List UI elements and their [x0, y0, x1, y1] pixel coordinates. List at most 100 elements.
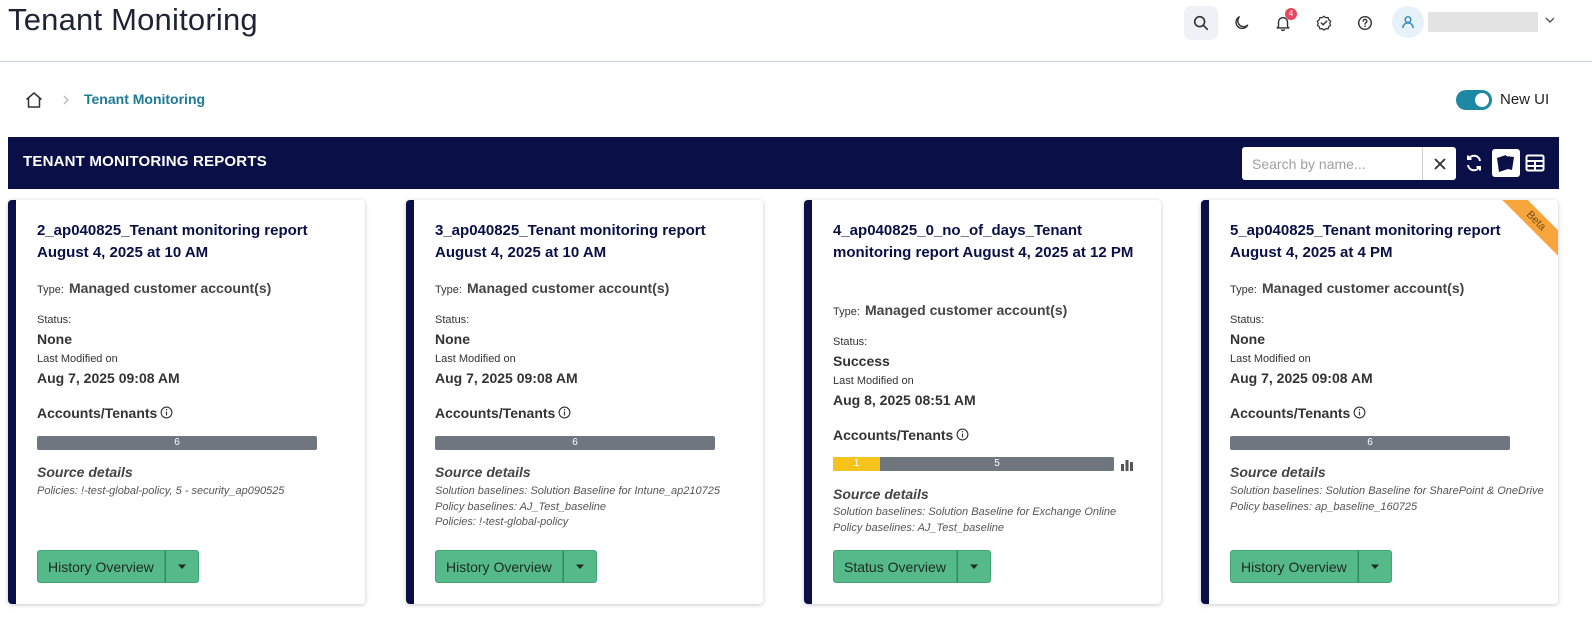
table-icon	[1525, 154, 1545, 172]
bar-segment-none[interactable]: 6	[37, 436, 317, 450]
info-icon[interactable]	[1353, 406, 1366, 419]
breadcrumb-current[interactable]: Tenant Monitoring	[84, 91, 206, 107]
card-view-button[interactable]	[1492, 149, 1520, 177]
bar-segment-none[interactable]: 6	[1230, 436, 1510, 450]
info-icon[interactable]	[160, 406, 173, 419]
source-details: Policies: !-test-global-policy, 5 - secu…	[37, 484, 357, 500]
new-ui-label: New UI	[1500, 91, 1550, 108]
search-input[interactable]	[1242, 147, 1422, 180]
bar-chart-icon[interactable]	[1120, 458, 1134, 472]
source-line: Policies: !-test-global-policy	[435, 516, 569, 528]
user-icon	[1402, 16, 1414, 29]
source-line: Policy baselines: ap_baseline_160725	[1230, 500, 1418, 513]
accounts-heading: Accounts/Tenants	[1230, 403, 1366, 422]
report-card[interactable]: 3_ap040825_Tenant monitoring report Augu…	[406, 200, 763, 604]
overview-dropdown-button[interactable]	[956, 550, 991, 583]
accounts-bar[interactable]: 1 5	[833, 457, 1114, 471]
accounts-bar[interactable]: 6	[37, 436, 317, 450]
bar-segment-none[interactable]: 6	[435, 436, 715, 450]
chevron-down-icon[interactable]	[1544, 14, 1556, 26]
type-value: Managed customer account(s)	[865, 302, 1068, 318]
caret-down-icon	[575, 564, 584, 569]
status-label: Status:	[435, 314, 470, 326]
status-label: Status:	[833, 336, 868, 348]
source-line: Policies: !-test-global-policy, 5 - secu…	[37, 485, 285, 497]
accounts-bar[interactable]: 6	[1230, 436, 1510, 450]
refresh-icon	[1467, 154, 1481, 172]
report-type: Type: Managed customer account(s)	[833, 300, 1067, 319]
report-card[interactable]: Beta 5_ap040825_Tenant monitoring report…	[1201, 200, 1558, 604]
history-overview-button[interactable]: History Overview	[1230, 550, 1358, 583]
type-value: Managed customer account(s)	[69, 280, 272, 296]
accounts-label: Accounts/Tenants	[1230, 405, 1351, 421]
new-ui-toggle[interactable]	[1456, 90, 1492, 110]
bar-segment-success[interactable]: 1	[833, 457, 880, 471]
source-line: Solution baselines: Solution Baseline fo…	[833, 506, 1117, 518]
search-button[interactable]	[1184, 6, 1218, 40]
source-details: Solution baselines: Solution Baseline fo…	[833, 505, 1153, 536]
accounts-bar[interactable]: 6	[435, 436, 715, 450]
close-icon	[1433, 157, 1446, 170]
help-icon	[1357, 15, 1373, 31]
source-details: Solution baselines: Solution Baseline fo…	[435, 484, 755, 531]
user-name[interactable]	[1428, 12, 1538, 32]
chevron-right-icon	[63, 95, 69, 105]
report-title[interactable]: 3_ap040825_Tenant monitoring report Augu…	[435, 222, 706, 261]
report-type: Type: Managed customer account(s)	[1230, 278, 1464, 297]
caret-down-icon	[177, 564, 186, 569]
status-value: Success	[833, 353, 890, 369]
type-label: Type:	[1230, 284, 1257, 296]
help-button[interactable]	[1348, 6, 1382, 40]
history-overview-button[interactable]: History Overview	[435, 550, 563, 583]
overview-dropdown-button[interactable]	[1357, 550, 1392, 583]
caret-down-icon	[969, 564, 978, 569]
section-title: TENANT MONITORING REPORTS	[23, 153, 267, 170]
accounts-label: Accounts/Tenants	[37, 405, 158, 421]
theme-toggle-button[interactable]	[1225, 6, 1259, 40]
info-icon[interactable]	[558, 406, 571, 419]
report-card[interactable]: 2_ap040825_Tenant monitoring report Augu…	[8, 200, 365, 604]
last-modified-label: Last Modified on	[1230, 353, 1311, 365]
type-value: Managed customer account(s)	[1262, 280, 1465, 296]
report-title[interactable]: 4_ap040825_0_no_of_days_Tenant monitorin…	[833, 222, 1134, 261]
overview-dropdown-button[interactable]	[562, 550, 597, 583]
source-line: Solution baselines: Solution Baseline fo…	[435, 485, 720, 497]
source-details-heading: Source details	[833, 486, 929, 502]
home-icon[interactable]	[24, 90, 44, 110]
refresh-button[interactable]	[1460, 149, 1488, 177]
status-overview-button[interactable]: Status Overview	[833, 550, 957, 583]
status-value: None	[1230, 331, 1265, 347]
status-label: Status:	[1230, 314, 1265, 326]
reports-banner: TENANT MONITORING REPORTS	[8, 137, 1559, 189]
status-value: None	[435, 331, 470, 347]
type-label: Type:	[37, 284, 64, 296]
info-icon[interactable]	[956, 428, 969, 441]
accounts-label: Accounts/Tenants	[833, 427, 954, 443]
check-badge-icon	[1316, 15, 1332, 31]
history-overview-button[interactable]: History Overview	[37, 550, 165, 583]
bar-segment-none[interactable]: 5	[880, 457, 1114, 471]
user-avatar[interactable]	[1392, 6, 1424, 38]
status-label: Status:	[37, 314, 72, 326]
accounts-heading: Accounts/Tenants	[435, 403, 571, 422]
cards-icon	[1497, 155, 1514, 172]
tasks-button[interactable]	[1307, 6, 1341, 40]
table-view-button[interactable]	[1521, 149, 1549, 177]
overview-dropdown-button[interactable]	[164, 550, 199, 583]
clear-search-button[interactable]	[1422, 147, 1456, 180]
notifications-button[interactable]: 4	[1266, 6, 1300, 40]
moon-icon	[1235, 16, 1249, 30]
type-label: Type:	[435, 284, 462, 296]
report-card[interactable]: 4_ap040825_0_no_of_days_Tenant monitorin…	[804, 200, 1161, 604]
source-line: Policy baselines: AJ_Test_baseline	[833, 521, 1005, 534]
report-title[interactable]: 5_ap040825_Tenant monitoring report Augu…	[1230, 222, 1501, 261]
search-box	[1242, 147, 1456, 180]
source-details-heading: Source details	[1230, 464, 1326, 480]
last-modified-value: Aug 8, 2025 08:51 AM	[833, 392, 976, 408]
accounts-heading: Accounts/Tenants	[833, 425, 969, 444]
last-modified-value: Aug 7, 2025 09:08 AM	[37, 370, 180, 386]
overview-button-group: History Overview	[435, 550, 597, 583]
caret-down-icon	[1370, 564, 1379, 569]
accounts-heading: Accounts/Tenants	[37, 403, 173, 422]
report-title[interactable]: 2_ap040825_Tenant monitoring report Augu…	[37, 222, 308, 261]
